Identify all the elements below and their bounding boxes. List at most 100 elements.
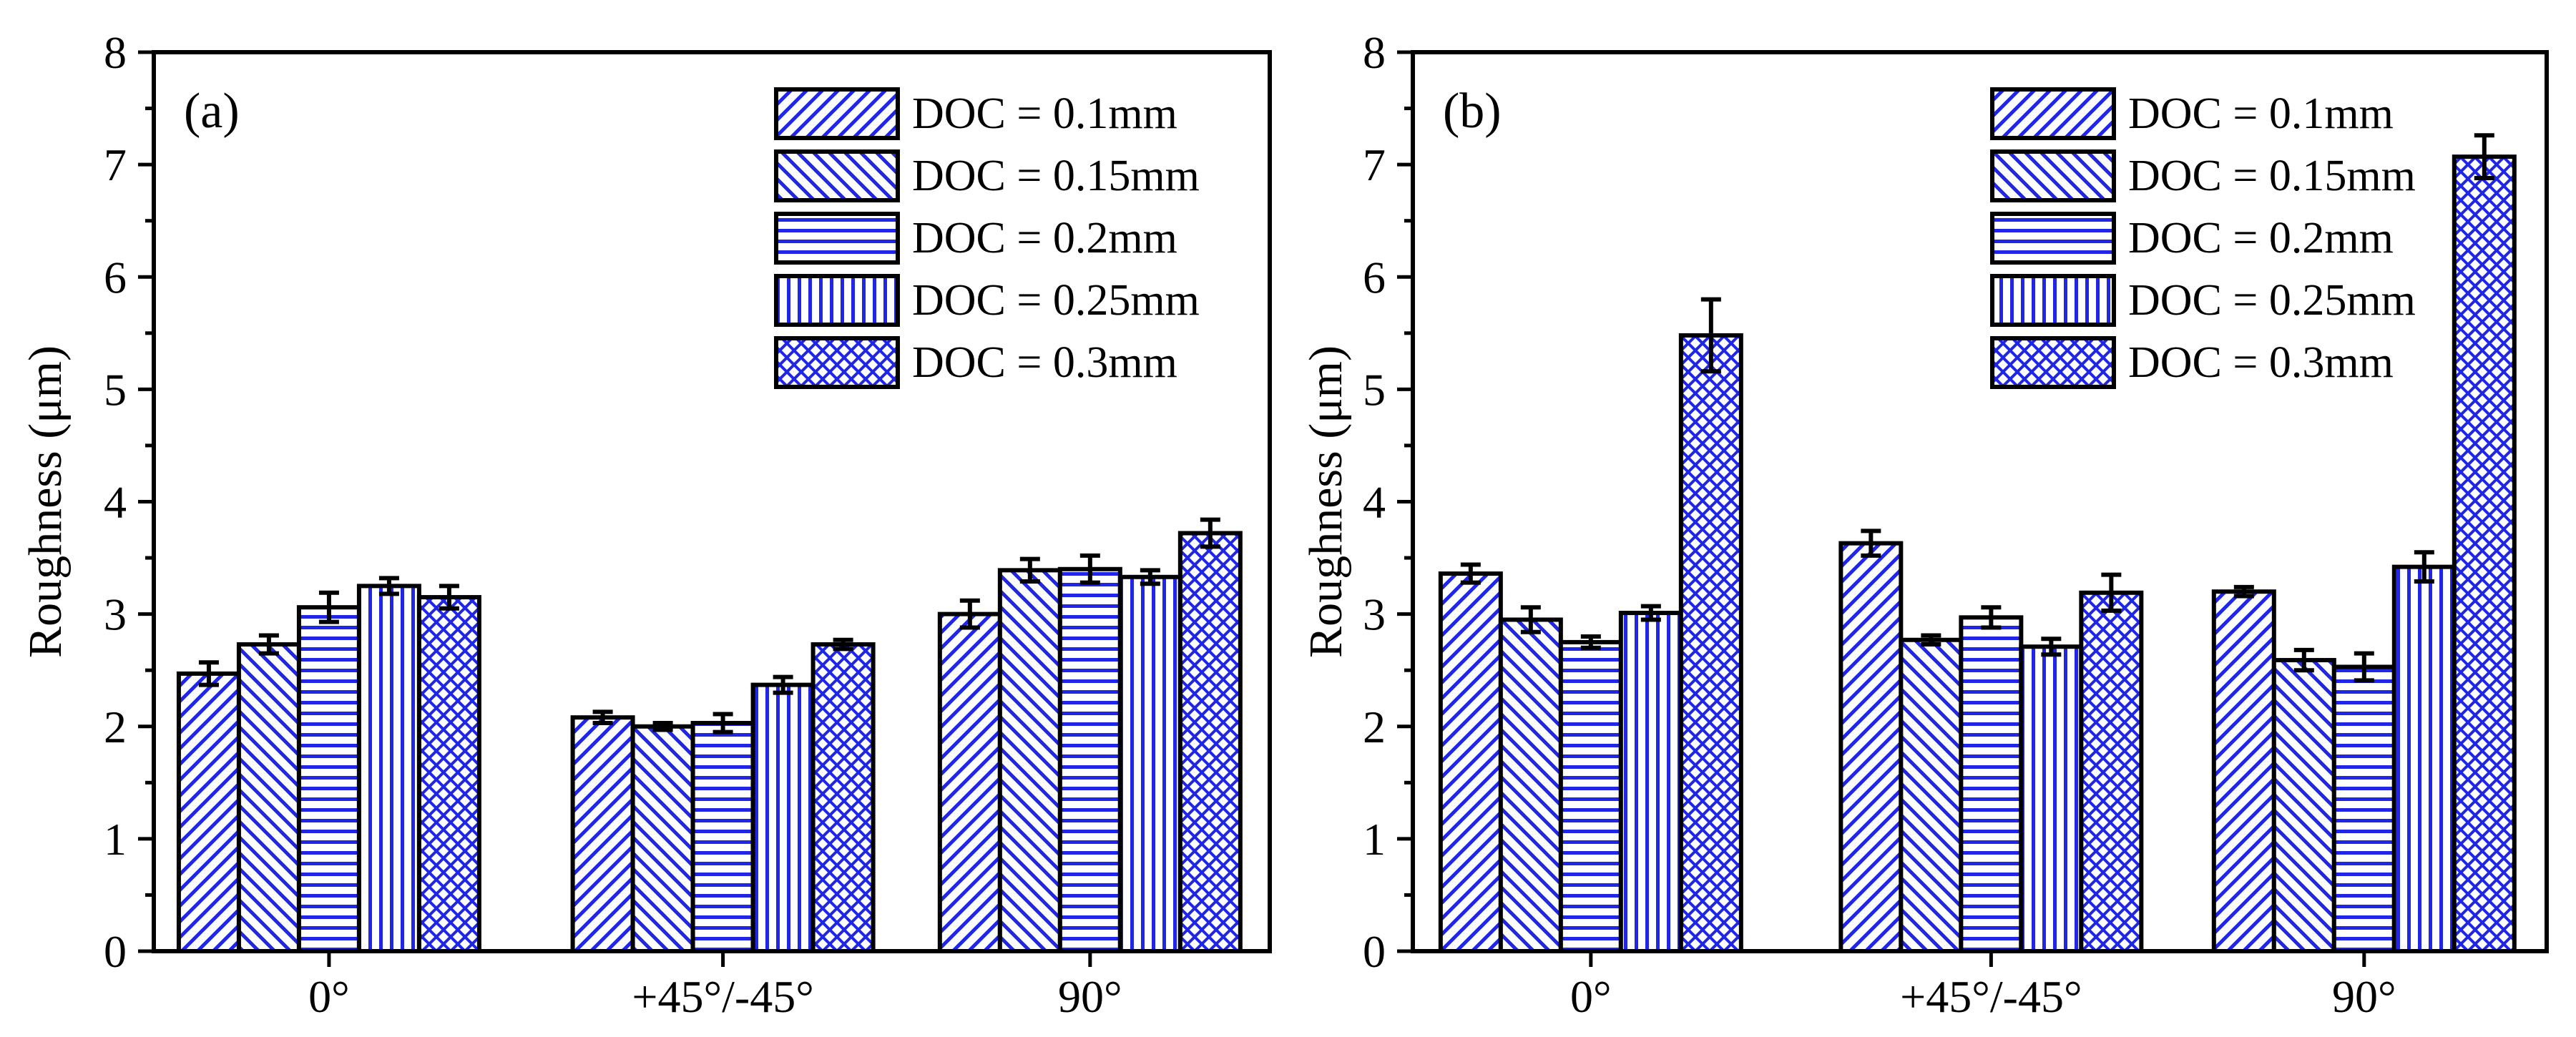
bar-a-1-1	[630, 724, 695, 953]
bar-b-2-2	[2331, 664, 2396, 953]
legend-label: DOC = 0.2mm	[912, 214, 1177, 262]
bar-a-2-1	[997, 568, 1062, 953]
y-tick-label: 5	[104, 364, 127, 415]
bar-a-2-3	[1117, 574, 1182, 953]
error-bar	[2293, 647, 2314, 673]
error-bar	[1140, 568, 1160, 586]
y-tick-label: 3	[104, 589, 127, 640]
legend: DOC = 0.1mm DOC = 0.15mm DOC = 0.2mm DOC = …	[1990, 87, 2416, 389]
error-bar	[1580, 634, 1601, 650]
error-bar	[1921, 633, 1941, 647]
bar-a-0-1	[236, 642, 301, 954]
error-bar	[2414, 550, 2434, 584]
bar-a-0-0	[176, 671, 241, 953]
legend-swatch	[1990, 212, 2116, 265]
bar-a-0-4	[416, 595, 481, 954]
bar-b-1-0	[1838, 541, 1904, 953]
bar-a-2-2	[1057, 566, 1122, 953]
error-bar	[773, 674, 793, 695]
panel-label: (b)	[1443, 84, 1502, 139]
error-bar	[2041, 637, 2062, 657]
bar-a-0-2	[296, 605, 361, 953]
bar-b-1-1	[1899, 637, 1964, 953]
error-bar	[1079, 553, 1100, 585]
legend-swatch	[774, 149, 900, 202]
error-bar	[712, 712, 733, 734]
y-tick-label: 6	[104, 252, 127, 303]
bar-b-0-1	[1498, 617, 1563, 953]
error-bar	[439, 584, 459, 611]
legend-label: DOC = 0.3mm	[912, 338, 1177, 387]
error-bar	[1520, 605, 1541, 634]
y-tick-label: 4	[1363, 477, 1386, 528]
error-bar	[833, 637, 853, 652]
y-tick-label: 6	[1363, 252, 1386, 303]
bar-a-1-2	[690, 721, 755, 953]
bar-b-1-4	[2079, 590, 2144, 953]
x-tick-label: 90°	[2332, 971, 2396, 1022]
legend-label: DOC = 0.15mm	[912, 152, 1200, 200]
y-tick-label: 5	[1363, 364, 1386, 415]
bar-b-2-1	[2271, 658, 2336, 953]
legend-swatch	[774, 87, 900, 140]
legend-label: DOC = 0.15mm	[2128, 152, 2416, 200]
y-tick-label: 7	[104, 139, 127, 190]
error-bar	[1640, 604, 1661, 622]
error-bar	[652, 721, 673, 732]
error-bar	[318, 590, 339, 624]
legend-label: DOC = 0.1mm	[912, 89, 1177, 138]
y-tick-label: 0	[104, 926, 127, 977]
bar-a-1-3	[750, 682, 816, 954]
y-axis-label: Roughness (μm)	[1300, 345, 1352, 658]
y-axis-label: Roughness (μm)	[19, 345, 72, 658]
legend: DOC = 0.1mm DOC = 0.15mm DOC = 0.2mm DOC = …	[774, 87, 1200, 389]
bar-a-1-4	[810, 642, 876, 954]
legend-swatch	[1990, 87, 2116, 140]
legend-label: DOC = 0.25mm	[912, 276, 1200, 325]
error-bar	[1200, 517, 1220, 549]
bar-b-2-3	[2391, 564, 2457, 953]
y-tick-label: 1	[1363, 814, 1386, 865]
bar-b-0-2	[1558, 639, 1623, 953]
y-tick-label: 1	[104, 814, 127, 865]
bar-b-1-3	[2019, 644, 2084, 953]
legend-swatch	[774, 336, 900, 389]
bar-b-0-3	[1618, 611, 1683, 954]
bar-a-2-4	[1177, 531, 1243, 953]
y-tick-label: 4	[104, 477, 127, 528]
legend-swatch	[774, 274, 900, 327]
panel-label: (a)	[184, 84, 240, 139]
bar-b-2-4	[2452, 154, 2517, 954]
bar-b-0-4	[1678, 333, 1743, 953]
y-tick-label: 7	[1363, 139, 1386, 190]
error-bar	[2474, 133, 2494, 180]
error-bar	[1861, 529, 1881, 558]
legend-label: DOC = 0.1mm	[2128, 89, 2394, 138]
x-tick-label: 90°	[1058, 971, 1122, 1022]
y-tick-label: 8	[1363, 27, 1386, 78]
error-bar	[1981, 605, 2002, 630]
chart-panel-b: 0° +45°/-45° 90° 0 1 2 3 4 5 6 7 8 Roughness (μm) (b)…	[1300, 27, 2549, 1022]
x-tick-label: 0°	[1570, 971, 1612, 1022]
bar-a-2-0	[937, 611, 1002, 953]
bar-a-0-3	[356, 584, 421, 953]
legend-swatch	[1990, 149, 2116, 202]
error-bar	[592, 709, 613, 726]
error-bar	[378, 576, 399, 596]
x-tick-label: +45°/-45°	[632, 971, 813, 1022]
error-bar	[2233, 584, 2254, 599]
y-tick-label: 2	[104, 702, 127, 752]
x-tick-label: +45°/-45°	[1900, 971, 2082, 1022]
bar-a-1-0	[570, 715, 635, 953]
error-bar	[2101, 572, 2122, 613]
y-tick-label: 8	[104, 27, 127, 78]
error-bar	[2354, 651, 2374, 683]
bar-b-0-0	[1438, 571, 1503, 953]
chart-panel-a: 0° +45°/-45° 90° 0 1 2 3 4 5 6 7 8 Roughness (μm) (a)…	[19, 27, 1272, 1022]
error-bar	[959, 598, 980, 630]
bar-b-2-0	[2211, 589, 2276, 953]
y-tick-label: 2	[1363, 702, 1386, 752]
legend-swatch	[774, 212, 900, 265]
error-bar	[258, 633, 279, 656]
